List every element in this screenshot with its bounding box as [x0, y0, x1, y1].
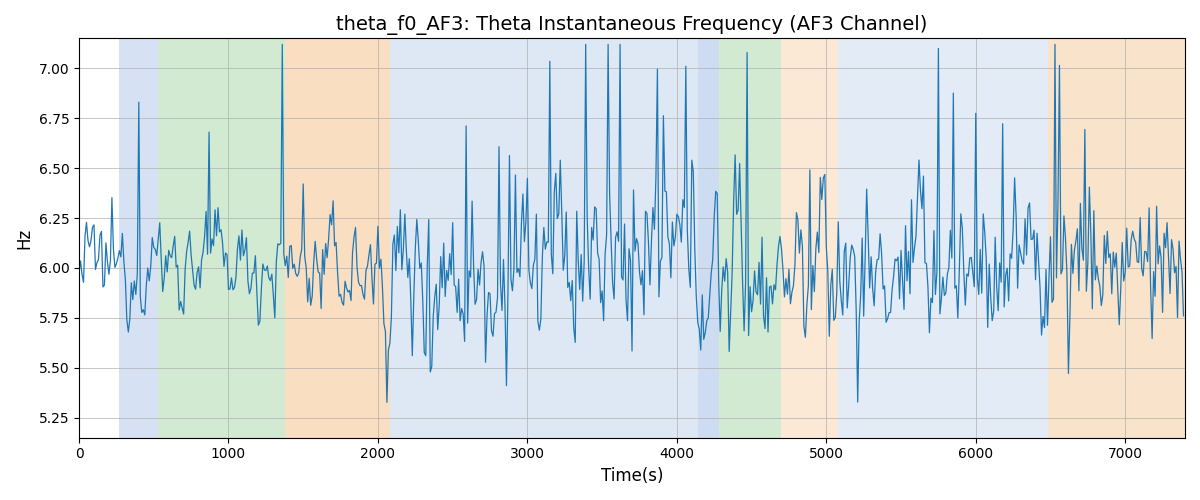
Y-axis label: Hz: Hz — [14, 228, 32, 248]
Bar — [119, 38, 158, 438]
Title: theta_f0_AF3: Theta Instantaneous Frequency (AF3 Channel): theta_f0_AF3: Theta Instantaneous Freque… — [336, 15, 928, 35]
Bar — [839, 38, 1048, 438]
X-axis label: Time(s): Time(s) — [601, 467, 664, 485]
Bar — [719, 38, 781, 438]
Bar — [781, 38, 839, 438]
Bar — [158, 38, 286, 438]
Bar — [697, 38, 719, 438]
Bar — [1048, 38, 1186, 438]
Bar — [286, 38, 390, 438]
Bar — [390, 38, 697, 438]
